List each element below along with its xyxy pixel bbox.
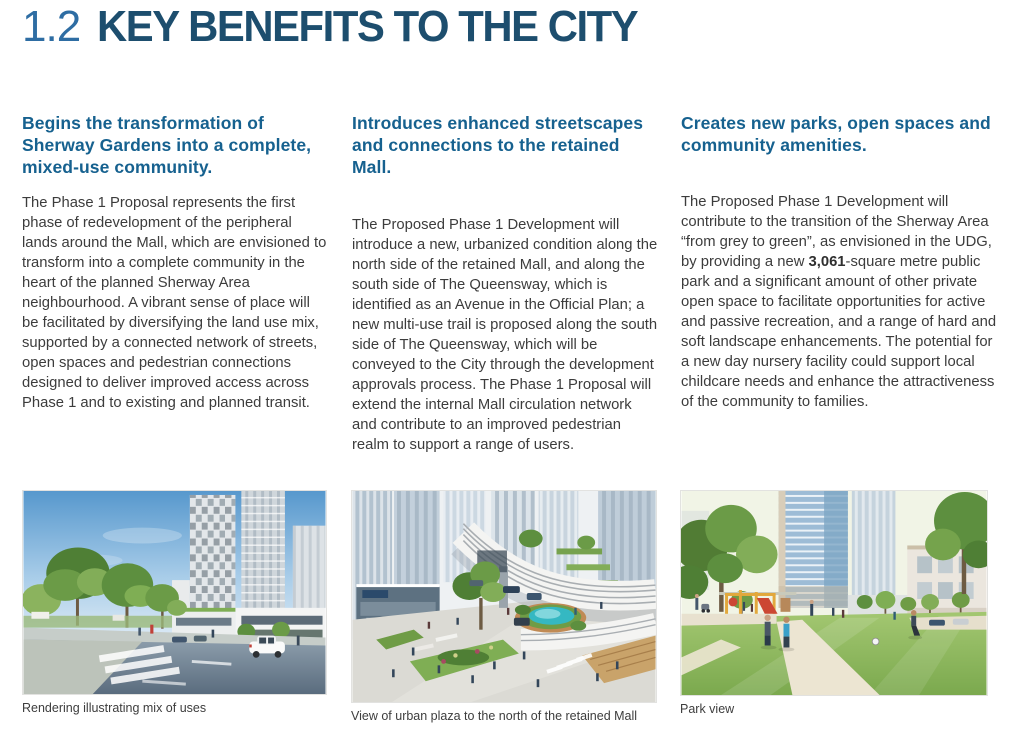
figure-urban-plaza: View of urban plaza to the north of the … [351, 490, 657, 724]
figure-caption: Park view [680, 702, 735, 716]
street-and-plaza [23, 627, 326, 694]
figure-caption: Rendering illustrating mix of uses [22, 701, 207, 715]
background-towers [681, 491, 910, 615]
playground [719, 590, 797, 614]
mall-storefront [356, 584, 440, 624]
paths [681, 613, 987, 695]
people [392, 601, 619, 688]
figure-caption: View of urban plaza to the north of the … [351, 709, 638, 723]
body-text-after: -square metre public park and a signific… [681, 254, 997, 410]
plaza-tree [452, 561, 506, 630]
park-area-value: 3,061 [808, 254, 846, 270]
pond [514, 602, 587, 633]
column-heading: Begins the transformation of Sherway Gar… [22, 113, 312, 177]
pedestrians [138, 624, 300, 646]
vehicles [172, 635, 285, 658]
section-number: 1.2 [22, 2, 81, 51]
column-body: The Phase 1 Proposal represents the firs… [22, 195, 327, 411]
planters [376, 629, 519, 682]
body-text-before: The Proposed Phase 1 Development will co… [681, 194, 992, 270]
people [694, 593, 923, 652]
benefit-column-streetscapes: Introduces enhanced streetscapes and con… [352, 112, 660, 455]
column-body: The Proposed Phase 1 Development will co… [681, 192, 997, 412]
park-rendering-image [680, 490, 988, 696]
pedestrian-ramp [451, 522, 656, 651]
page-title: KEY BENEFITS TO THE CITY [97, 2, 639, 51]
street-cars [929, 618, 969, 626]
column-body: The Proposed Phase 1 Development will in… [352, 217, 658, 453]
large-trees [681, 491, 987, 612]
park-trees [23, 547, 187, 629]
towers [172, 491, 326, 640]
figure-park-view: Park view [680, 490, 988, 717]
section-header: 1.2 KEY BENEFITS TO THE CITY [22, 2, 666, 52]
street-rendering-image [22, 490, 327, 695]
benefit-column-transformation: Begins the transformation of Sherway Gar… [22, 112, 330, 413]
column-heading: Introduces enhanced streetscapes and con… [352, 113, 644, 177]
figure-mix-of-uses: Rendering illustrating mix of uses [22, 490, 327, 716]
boardwalk [546, 635, 656, 684]
plaza-rendering-image [351, 490, 657, 703]
column-heading: Creates new parks, open spaces and commu… [681, 113, 991, 155]
benefit-column-parks: Creates new parks, open spaces and commu… [681, 112, 997, 412]
vehicles [469, 580, 542, 626]
